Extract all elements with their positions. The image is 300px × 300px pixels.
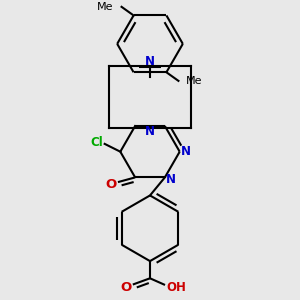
- Text: OH: OH: [167, 280, 186, 293]
- Text: Me: Me: [186, 76, 203, 86]
- Text: N: N: [166, 173, 176, 186]
- Text: Me: Me: [97, 2, 114, 12]
- Text: N: N: [145, 125, 155, 139]
- Text: N: N: [181, 145, 191, 158]
- Text: N: N: [145, 56, 155, 68]
- Text: O: O: [120, 280, 132, 293]
- Text: O: O: [106, 178, 117, 191]
- Text: Cl: Cl: [91, 136, 103, 149]
